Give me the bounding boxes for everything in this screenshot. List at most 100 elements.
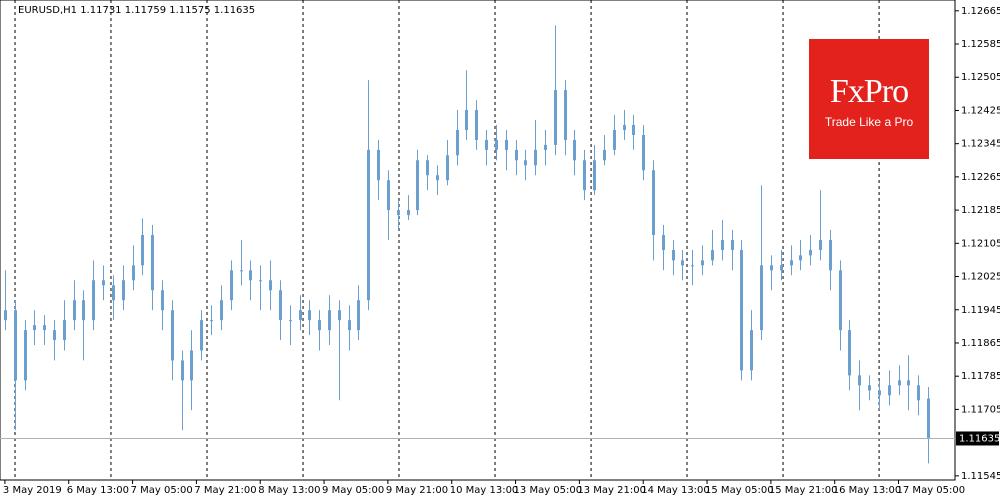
x-tick-label: 7 May 05:00 [131,485,193,496]
y-tick-label: 1.12425 [961,105,1000,116]
x-tick-label: 13 May 21:00 [577,485,646,496]
candle-body [495,139,498,150]
y-tick-label: 1.12185 [961,205,1000,216]
candle-body [573,139,576,161]
candle-body [534,149,537,166]
candle-body [33,325,36,331]
candle-body [819,240,822,250]
candle-body [190,350,193,381]
candle-body [112,285,115,301]
candle-body [181,360,184,381]
candle-body [770,265,773,271]
candle-body [564,90,567,140]
candle-body [740,249,743,371]
candle-body [210,320,213,322]
candle-body [102,280,105,286]
candle-body [917,385,920,401]
candle-body [220,300,223,321]
candle-body [652,170,655,236]
candle-body [318,320,321,331]
candle-body [269,280,272,291]
candle-body [73,300,76,321]
candle-body [465,110,468,130]
candle-body [760,265,763,331]
logo: FxPro Trade Like a Pro [809,39,929,159]
candle-body [426,160,429,176]
candle-body [701,260,704,266]
y-tick-label: 1.11785 [961,371,1000,382]
candle-body [907,380,910,386]
x-tick-label: 15 May 05:00 [705,485,774,496]
candle-body [790,260,793,266]
x-tick-label: 13 May 05:00 [514,485,583,496]
candle-body [407,210,410,216]
candle-body [583,160,586,191]
candle-body [662,235,665,250]
candle-body [780,265,783,271]
x-tick-label: 16 May 13:00 [833,485,902,496]
plot-frame [0,0,956,481]
candle-body [122,280,125,301]
y-tick-label: 1.12665 [961,6,1000,17]
candle-body [132,265,135,281]
candle-body [4,310,7,321]
candle-body [672,249,675,261]
candle-body [279,290,282,321]
candle-body [230,270,233,301]
x-tick-label: 8 May 13:00 [258,485,320,496]
y-tick-label: 1.12105 [961,238,1000,249]
candle-body [357,300,360,331]
x-tick-label: 3 May 2019 [3,485,62,496]
x-tick-label: 9 May 05:00 [322,485,384,496]
last-price-label: 1.11635 [959,433,1000,444]
candle-body [898,380,901,386]
candle-body [397,210,400,216]
candle-body [593,160,596,191]
candle-body [878,390,881,396]
candle-body [475,110,478,140]
candle-body [711,249,714,261]
y-tick-label: 1.12345 [961,139,1000,150]
candle-body [544,144,547,150]
candle-body [888,385,891,396]
candle-body [829,240,832,271]
x-tick-label: 14 May 13:00 [641,485,710,496]
candle-body [642,134,645,171]
candle-body [613,129,616,150]
candle-body [200,320,203,351]
candle-body [858,375,861,386]
candle-body [554,90,557,145]
candle-body [141,235,144,266]
candle-body [446,155,449,181]
candle-body [161,290,164,311]
candle-body [623,124,626,130]
candle-body [63,320,66,341]
candle-body [505,139,508,150]
y-tick-label: 1.11945 [961,305,1000,316]
candle-body [681,260,684,266]
candle-body [848,330,851,376]
candle-body [868,385,871,391]
logo-brand: FxPro [829,73,909,110]
candle-body [485,139,488,150]
candle-body [348,320,351,331]
candle-body [927,398,930,439]
y-tick-label: 1.12585 [961,39,1000,50]
candle-body [721,240,724,250]
candle-body [524,160,527,166]
x-tick-label: 6 May 13:00 [67,485,129,496]
candle-body [53,330,56,341]
candle-body [515,149,518,161]
y-tick-label: 1.11865 [961,338,1000,349]
candle-body [691,265,694,267]
y-tick-label: 1.11705 [961,404,1000,415]
candle-body [809,249,812,256]
candle-body [82,300,85,321]
candle-body [14,310,17,381]
chart-title: EURUSD,H1 1.11731 1.11759 1.11575 1.1163… [18,5,255,16]
x-tick-label: 7 May 21:00 [194,485,256,496]
candle-body [456,129,459,156]
candle-body [377,149,380,181]
candle-body [299,310,302,321]
